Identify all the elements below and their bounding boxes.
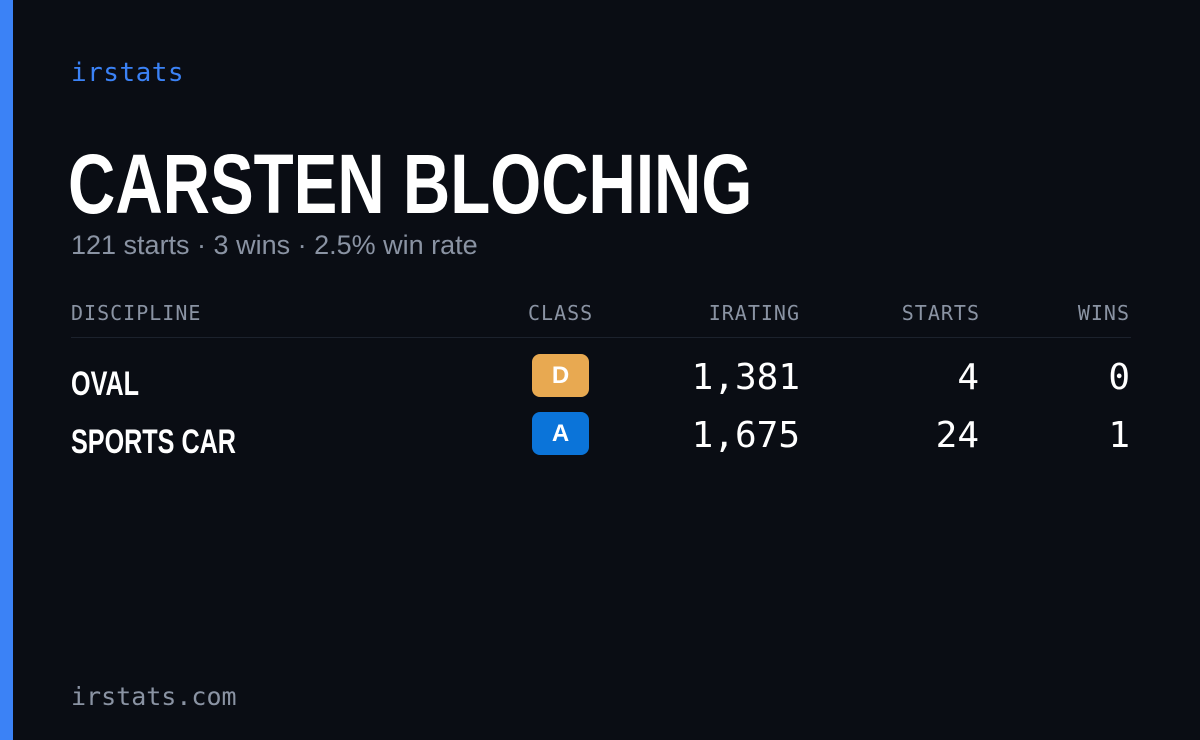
wins-value: 0 bbox=[1108, 357, 1130, 398]
irating-value: 1,381 bbox=[691, 357, 800, 398]
wins-value: 1 bbox=[1108, 415, 1130, 456]
table-row-oval: OVAL D 1,381 4 0 bbox=[0, 352, 1200, 403]
header-irating: IRATING bbox=[708, 301, 800, 325]
brand-logo: irstats bbox=[71, 58, 185, 88]
driver-summary: 121 starts · 3 wins · 2.5% win rate bbox=[71, 230, 478, 260]
header-discipline: DISCIPLINE bbox=[71, 301, 202, 325]
header-divider bbox=[71, 337, 1131, 338]
license-class-badge: A bbox=[532, 412, 589, 455]
footer-url: irstats.com bbox=[71, 682, 237, 711]
irating-value: 1,675 bbox=[691, 415, 800, 456]
discipline-name: SPORTS CAR bbox=[71, 423, 236, 461]
header-wins: WINS bbox=[1077, 301, 1130, 325]
discipline-name: OVAL bbox=[71, 365, 140, 403]
accent-bar bbox=[0, 0, 13, 740]
header-class: CLASS bbox=[528, 301, 594, 325]
starts-value: 4 bbox=[957, 357, 979, 398]
table-row-sports-car: SPORTS CAR A 1,675 24 1 bbox=[0, 410, 1200, 461]
header-starts: STARTS bbox=[901, 301, 980, 325]
driver-name: CARSTEN BLOCHING bbox=[68, 137, 753, 231]
license-class-badge: D bbox=[532, 354, 589, 397]
starts-value: 24 bbox=[935, 415, 979, 456]
